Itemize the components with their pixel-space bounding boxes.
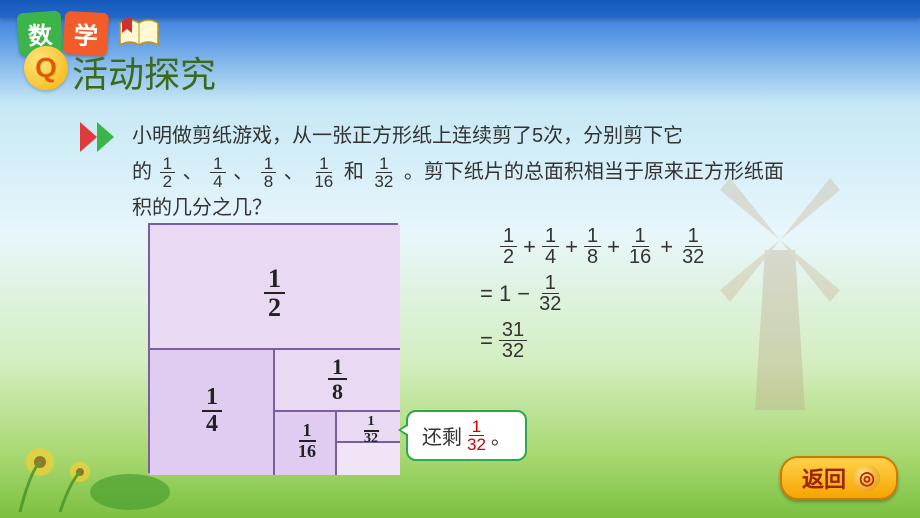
arrow-bullet-icon — [80, 122, 114, 152]
callout-prefix: 还剩 — [422, 421, 462, 450]
callout-suffix: 。 — [491, 421, 511, 450]
q-badge-icon: Q — [24, 46, 68, 90]
label-32nd: 132 — [360, 415, 382, 446]
windmill-icon — [680, 150, 880, 410]
label-16th: 116 — [294, 421, 320, 461]
page-heading: 活动探究 — [72, 46, 216, 98]
calc-sum-row: 12+ 14+ 18+ 116+ 132 — [498, 226, 709, 267]
back-button-label: 返回 — [802, 462, 846, 494]
problem-line1b: 的 — [132, 161, 152, 183]
calc-step2: = 1 − 132 — [480, 273, 709, 314]
target-icon: ◎ — [854, 465, 880, 491]
label-quarter: 14 — [202, 385, 222, 437]
frac-16th: 116 — [311, 155, 336, 190]
remaining-callout: 还剩 132 。 — [406, 410, 527, 461]
label-half: 12 — [264, 265, 285, 322]
flowers-icon — [10, 422, 190, 512]
calculation-block: 12+ 14+ 18+ 116+ 132 = 1 − 132 = 3132 — [480, 220, 709, 367]
calc-result: = 3132 — [480, 320, 709, 361]
frac-32nd: 132 — [371, 155, 396, 190]
problem-line2: 积的几分之几？ — [132, 197, 272, 219]
label-eighth: 18 — [328, 355, 347, 403]
frac-eighth: 18 — [261, 155, 276, 190]
callout-frac: 132 — [464, 418, 489, 453]
frac-half: 12 — [160, 155, 175, 190]
region-32nd-b — [337, 443, 400, 475]
frac-quarter: 14 — [210, 155, 225, 190]
back-button[interactable]: 返回 ◎ — [780, 456, 898, 500]
problem-line1a: 小明做剪纸游戏，从一张正方形纸上连续剪了5次，分别剪下它 — [132, 125, 683, 147]
